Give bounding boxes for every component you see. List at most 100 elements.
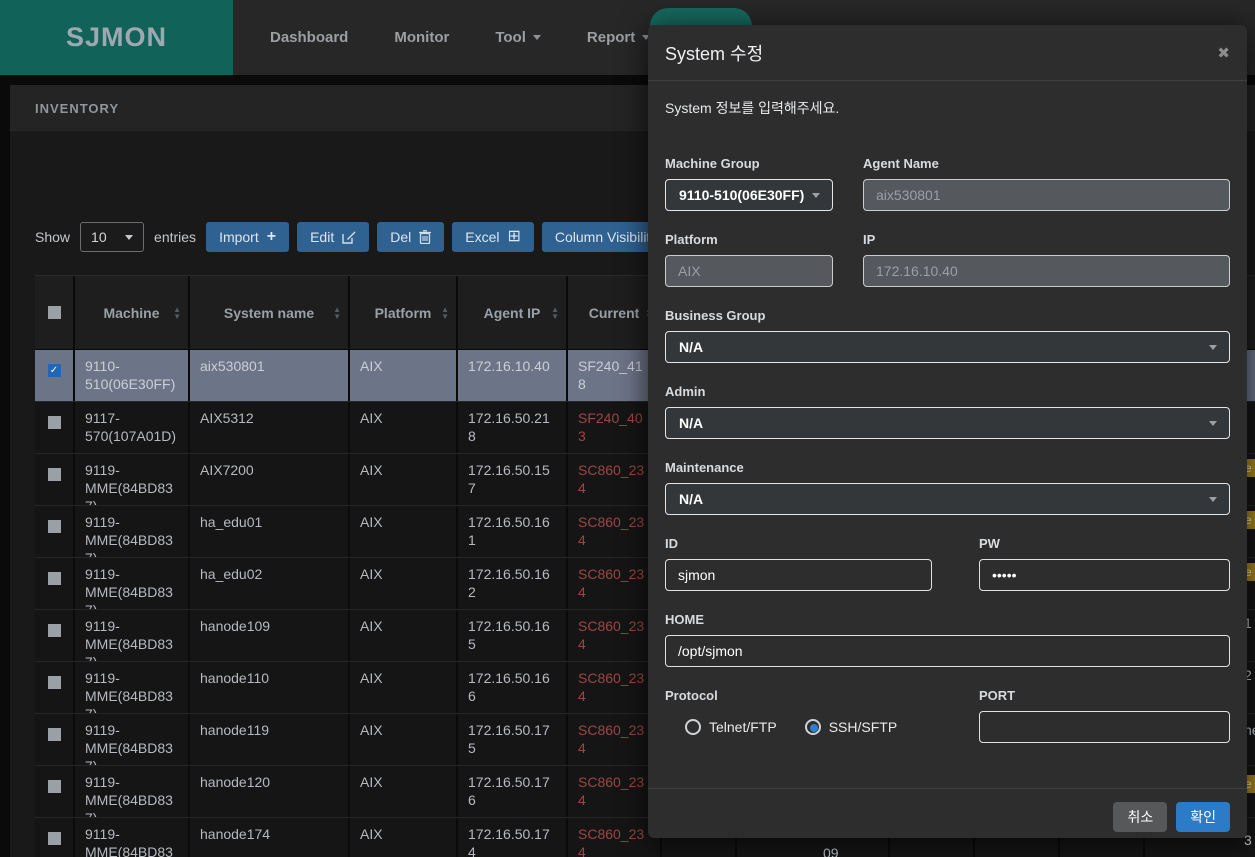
import-button[interactable]: Import+ bbox=[206, 222, 289, 252]
machine-group-select[interactable]: 9110-510(06E30FF) bbox=[665, 179, 833, 211]
select-all-checkbox[interactable] bbox=[48, 306, 61, 319]
protocol-label: Protocol bbox=[665, 688, 932, 703]
cell-platform: AIX bbox=[350, 506, 458, 557]
row-checkbox[interactable] bbox=[48, 728, 61, 741]
port-label: PORT bbox=[979, 688, 1230, 703]
cell-agent-ip: 172.16.50.174 bbox=[458, 818, 568, 857]
close-icon[interactable]: ✖ bbox=[1217, 44, 1230, 62]
cell-platform: AIX bbox=[350, 350, 458, 401]
row-checkbox[interactable] bbox=[48, 832, 61, 845]
business-group-select[interactable]: N/A bbox=[665, 331, 1230, 363]
app-logo: SJMON bbox=[66, 22, 167, 53]
excel-button[interactable]: Excel⊞ bbox=[452, 222, 534, 252]
nav-item-dashboard[interactable]: Dashboard bbox=[270, 29, 348, 46]
cell-machine: 9119-MME(84BD837) bbox=[75, 454, 190, 505]
cell-platform: AIX bbox=[350, 766, 458, 817]
radio-ssh-sftp[interactable]: SSH/SFTP bbox=[805, 719, 897, 735]
cell-agent-ip: 172.16.50.176 bbox=[458, 766, 568, 817]
confirm-button[interactable]: 확인 bbox=[1176, 802, 1230, 832]
row-checkbox[interactable]: ✓ bbox=[48, 364, 61, 377]
modal-body: System 정보를 입력해주세요. Machine Group 9110-51… bbox=[648, 81, 1247, 788]
cell-machine: 9119-MME(84BD837) bbox=[75, 766, 190, 817]
cell-machine: 9119-MME(84BD837) bbox=[75, 818, 190, 857]
nav-item-report[interactable]: Report bbox=[587, 29, 650, 46]
protocol-radio-group: Telnet/FTP SSH/SFTP bbox=[665, 711, 932, 743]
row-checkbox[interactable] bbox=[48, 468, 61, 481]
delete-button[interactable]: Del bbox=[377, 222, 444, 252]
maintenance-label: Maintenance bbox=[665, 460, 1230, 475]
cell-platform: AIX bbox=[350, 558, 458, 609]
sort-icon: ▲▼ bbox=[173, 306, 181, 320]
cell-agent-ip: 172.16.50.165 bbox=[458, 610, 568, 661]
home-field[interactable] bbox=[665, 635, 1230, 667]
row-checkbox[interactable] bbox=[48, 520, 61, 533]
page-title: INVENTORY bbox=[35, 101, 119, 116]
cell-platform: AIX bbox=[350, 454, 458, 505]
machine-group-label: Machine Group bbox=[665, 156, 833, 171]
machine-group-value: 9110-510(06E30FF) bbox=[679, 187, 804, 203]
modal-title: System 수정 bbox=[665, 40, 763, 66]
port-field[interactable] bbox=[979, 711, 1230, 743]
cell-machine: 9119-MME(84BD837) bbox=[75, 506, 190, 557]
brand-box: SJMON bbox=[0, 0, 233, 75]
radio-unselected-icon bbox=[685, 719, 701, 735]
table-controls: Show 10 entries Import+ Edit Del Excel⊞ … bbox=[35, 222, 694, 252]
row-checkbox[interactable] bbox=[48, 572, 61, 585]
radio-telnet-ftp[interactable]: Telnet/FTP bbox=[685, 719, 777, 735]
sort-icon: ▲▼ bbox=[441, 306, 449, 320]
agent-name-label: Agent Name bbox=[863, 156, 1230, 171]
nav-item-tool[interactable]: Tool bbox=[495, 29, 541, 46]
cell-agent-ip: 172.16.50.157 bbox=[458, 454, 568, 505]
main-nav: Dashboard Monitor Tool Report bbox=[233, 0, 650, 75]
cell-agent-ip: 172.16.50.161 bbox=[458, 506, 568, 557]
chevron-down-icon bbox=[1209, 497, 1217, 502]
row-checkbox[interactable] bbox=[48, 624, 61, 637]
modal-message: System 정보를 입력해주세요. bbox=[665, 98, 1230, 118]
column-header-platform[interactable]: Platform▲▼ bbox=[350, 276, 458, 349]
chevron-down-icon bbox=[812, 193, 820, 198]
admin-value: N/A bbox=[679, 415, 703, 431]
cell-system-name: hanode119 bbox=[190, 714, 350, 765]
page-size-select[interactable]: 10 bbox=[80, 222, 144, 252]
maintenance-select[interactable]: N/A bbox=[665, 483, 1230, 515]
chevron-down-icon bbox=[533, 35, 541, 40]
ip-field bbox=[863, 255, 1230, 287]
cell-system-name: aix530801 bbox=[190, 350, 350, 401]
column-header-system-name[interactable]: System name▲▼ bbox=[190, 276, 350, 349]
id-field[interactable] bbox=[665, 559, 932, 591]
admin-select[interactable]: N/A bbox=[665, 407, 1230, 439]
chevron-down-icon bbox=[1209, 421, 1217, 426]
system-edit-modal: System 수정 ✖ System 정보를 입력해주세요. Machine G… bbox=[648, 25, 1247, 838]
trash-icon bbox=[419, 230, 431, 244]
page-size-value: 10 bbox=[91, 229, 107, 245]
cell-machine: 9119-MME(84BD837) bbox=[75, 662, 190, 713]
cell-platform: AIX bbox=[350, 402, 458, 453]
cell-machine: 9119-MME(84BD837) bbox=[75, 558, 190, 609]
column-header-agent-ip[interactable]: Agent IP▲▼ bbox=[458, 276, 568, 349]
business-group-value: N/A bbox=[679, 339, 703, 355]
cell-platform: AIX bbox=[350, 662, 458, 713]
pw-field[interactable] bbox=[979, 559, 1230, 591]
cell-system-name: hanode120 bbox=[190, 766, 350, 817]
cell-platform: AIX bbox=[350, 714, 458, 765]
cell-agent-ip: 172.16.50.162 bbox=[458, 558, 568, 609]
cell-machine: 9119-MME(84BD837) bbox=[75, 714, 190, 765]
cell-system-name: hanode110 bbox=[190, 662, 350, 713]
row-checkbox[interactable] bbox=[48, 780, 61, 793]
cell-agent-ip: 172.16.50.175 bbox=[458, 714, 568, 765]
edit-button[interactable]: Edit bbox=[297, 222, 369, 252]
chevron-down-icon bbox=[1209, 345, 1217, 350]
id-label: ID bbox=[665, 536, 932, 551]
cell-agent-ip: 172.16.10.40 bbox=[458, 350, 568, 401]
row-checkbox[interactable] bbox=[48, 676, 61, 689]
nav-item-monitor[interactable]: Monitor bbox=[394, 29, 449, 46]
business-group-label: Business Group bbox=[665, 308, 1230, 323]
chevron-down-icon bbox=[125, 235, 133, 240]
platform-label: Platform bbox=[665, 232, 833, 247]
column-header-machine[interactable]: Machine▲▼ bbox=[75, 276, 190, 349]
cancel-button[interactable]: 취소 bbox=[1113, 802, 1167, 832]
cell-system-name: AIX5312 bbox=[190, 402, 350, 453]
row-checkbox[interactable] bbox=[48, 416, 61, 429]
cell-machine: 9119-MME(84BD837) bbox=[75, 610, 190, 661]
maintenance-value: N/A bbox=[679, 491, 703, 507]
